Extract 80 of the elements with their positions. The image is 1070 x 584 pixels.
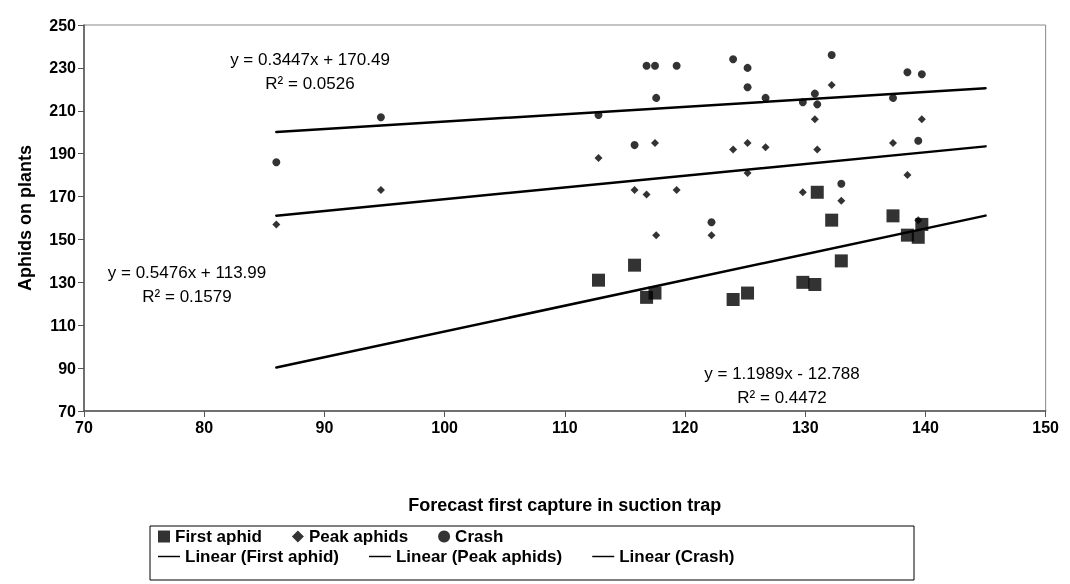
point — [591, 273, 605, 287]
point — [650, 138, 659, 147]
point — [726, 292, 740, 306]
point — [729, 145, 738, 154]
x-tick-label: 130 — [791, 418, 819, 436]
y-tick-label: 70 — [58, 402, 77, 420]
legend-label: Peak aphids — [308, 527, 409, 546]
point — [743, 63, 752, 72]
point — [888, 138, 897, 147]
point — [917, 115, 926, 124]
point — [808, 277, 822, 291]
y-tick-label: 210 — [49, 102, 77, 120]
legend-label: Linear (First aphid) — [185, 547, 339, 566]
point — [813, 145, 822, 154]
x-tick-label: 150 — [1032, 418, 1060, 436]
point — [376, 186, 385, 195]
point — [825, 213, 839, 227]
legend-label: Crash — [455, 527, 504, 546]
y-tick-label: 170 — [49, 188, 77, 206]
y-axis-title: Aphids on plants — [15, 145, 35, 291]
point — [272, 220, 281, 229]
legend-label: Linear (Peak aphids) — [395, 547, 563, 566]
x-tick-label: 120 — [671, 418, 699, 436]
y-tick-label: 130 — [49, 273, 77, 291]
point — [917, 70, 926, 79]
point — [630, 186, 639, 195]
y-tick-label: 250 — [49, 16, 77, 34]
point — [743, 138, 752, 147]
point — [798, 188, 807, 197]
point — [630, 141, 639, 150]
point — [376, 113, 385, 122]
point — [648, 286, 662, 300]
y-tick-label: 190 — [49, 145, 77, 163]
point — [707, 218, 716, 227]
point — [827, 51, 836, 60]
point — [761, 143, 770, 152]
point — [741, 286, 755, 300]
x-axis-title: Forecast first capture in suction trap — [408, 495, 722, 515]
point — [628, 258, 642, 272]
point — [594, 153, 603, 162]
x-tick-label: 100 — [431, 418, 459, 436]
x-tick-label: 110 — [551, 418, 578, 436]
annotation: y = 0.5476x + 113.99 R² = 0.1579 — [107, 262, 267, 306]
x-tick-label: 70 — [75, 418, 93, 436]
point — [707, 231, 716, 240]
point — [837, 196, 846, 205]
point — [810, 89, 819, 98]
point — [796, 275, 810, 289]
y-tick-label: 90 — [58, 359, 77, 377]
y-tick-label: 110 — [50, 316, 77, 334]
x-tick-label: 140 — [912, 418, 939, 436]
point — [827, 81, 836, 90]
point — [642, 190, 651, 199]
point — [672, 61, 681, 70]
point — [834, 254, 848, 268]
point — [743, 83, 752, 92]
x-tick-label: 80 — [195, 418, 214, 436]
legend-label: Linear (Crash) — [619, 547, 735, 566]
point — [813, 100, 822, 109]
y-tick-label: 230 — [49, 59, 77, 77]
point — [914, 136, 923, 145]
point — [272, 158, 281, 167]
point — [837, 179, 846, 188]
x-tick-label: 90 — [315, 418, 334, 436]
legend-label: First aphid — [175, 527, 262, 546]
point — [672, 186, 681, 195]
point — [652, 93, 661, 102]
annotation: y = 1.1989x - 12.788 R² = 0.4472 — [704, 363, 860, 407]
point — [810, 185, 824, 199]
annotation: y = 0.3447x + 170.49 R² = 0.0526 — [230, 49, 390, 93]
point — [652, 231, 661, 240]
point — [810, 115, 819, 124]
point — [903, 171, 912, 180]
point — [642, 61, 651, 70]
point — [886, 209, 900, 223]
point — [650, 61, 659, 70]
y-tick-label: 150 — [49, 230, 77, 248]
point — [903, 68, 912, 77]
point — [911, 230, 925, 244]
point — [729, 55, 738, 64]
